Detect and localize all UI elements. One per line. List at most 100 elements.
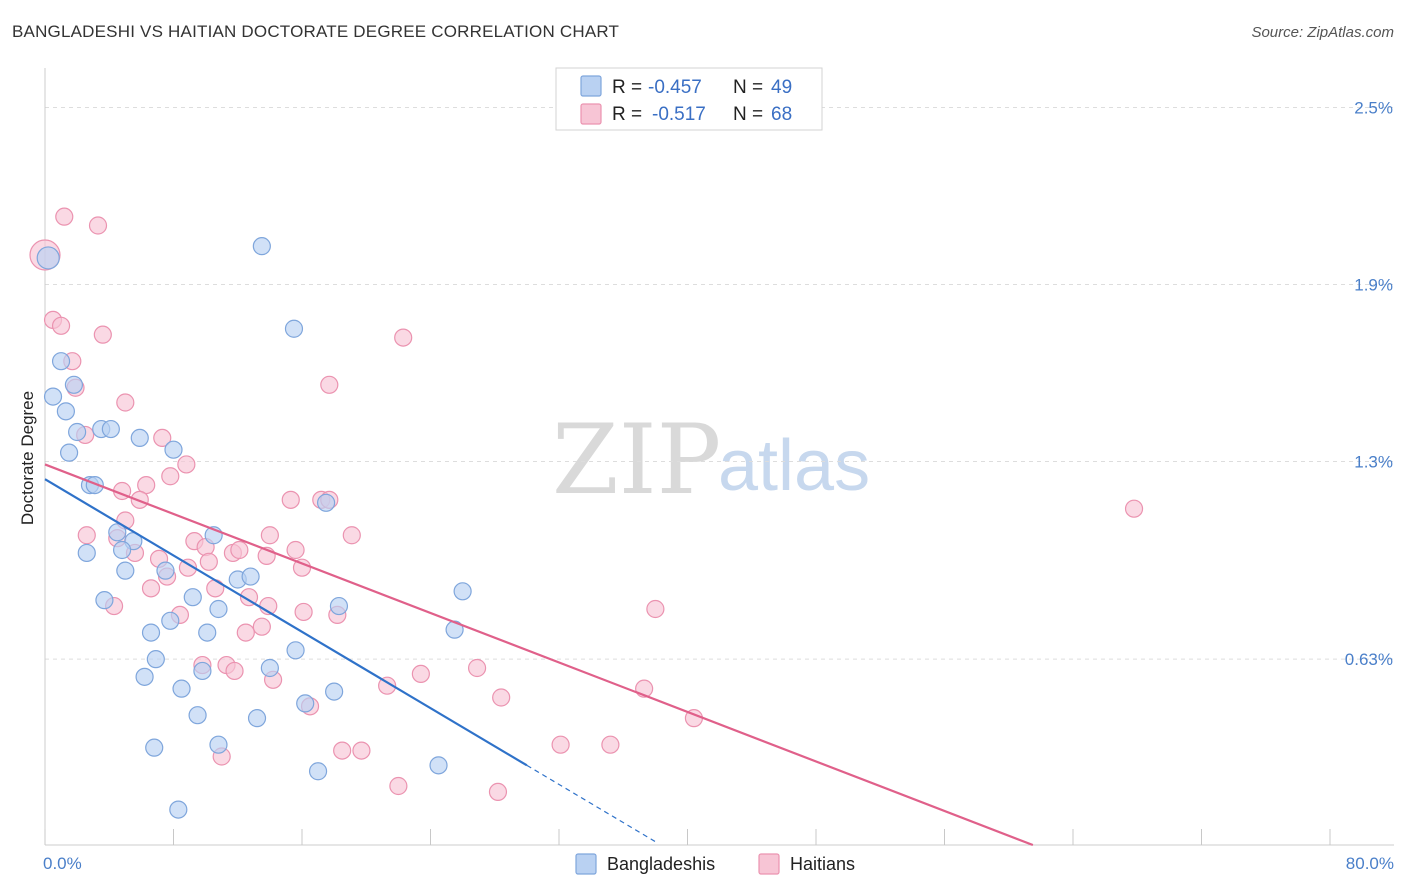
x-tick-label-max: 80.0% [1346, 854, 1394, 873]
point-bangladeshi [141, 623, 161, 642]
point-bangladeshi [169, 800, 188, 819]
point-bangladeshi [308, 762, 328, 781]
point-bangladeshi [429, 756, 448, 775]
point-bangladeshi [59, 443, 79, 462]
watermark-zip: ZIP [552, 404, 721, 516]
watermark-atlas: atlas [718, 426, 870, 506]
point-haitian [77, 526, 96, 545]
point-bangladeshi [164, 440, 183, 459]
source-label: Source: ZipAtlas.com [1251, 24, 1394, 41]
point-haitian [161, 467, 180, 486]
point-bangladeshi [172, 679, 191, 698]
point-bangladeshi [209, 735, 228, 754]
legend-r-value-bangladeshis: -0.457 [648, 77, 702, 98]
point-bangladeshi [252, 237, 271, 256]
point-haitian [281, 490, 300, 509]
legend: R = -0.457 N = 49 R = -0.517 N = 68 [555, 67, 823, 131]
point-bangladeshi [260, 658, 279, 678]
point-haitian [389, 776, 408, 796]
y-tick-label: 1.9% [1354, 276, 1393, 295]
point-haitian [236, 623, 255, 642]
legend-r-label-bangladeshis: R = [612, 77, 642, 98]
point-bangladeshi [56, 402, 75, 421]
point-bangladeshi [51, 352, 71, 371]
point-haitian [230, 540, 249, 560]
y-tick-label: 0.63% [1345, 650, 1393, 669]
point-haitian [488, 782, 508, 802]
point-haitian [333, 741, 352, 760]
point-bangladeshi [64, 375, 84, 394]
point-haitian [411, 664, 430, 684]
point-bangladeshi [183, 588, 202, 607]
point-bangladeshi [453, 582, 472, 601]
point-bangladeshi [77, 543, 96, 563]
bottom-legend: Bangladeshis Haitians [575, 853, 855, 875]
trend-line-bangladeshis [44, 478, 528, 767]
point-haitian [93, 325, 112, 344]
trend-lines [44, 463, 1034, 847]
y-axis-label: Doctorate Degree [18, 391, 37, 525]
legend-swatch-bangladeshis [580, 75, 602, 97]
point-bangladeshi [36, 246, 60, 270]
point-bangladeshi [241, 567, 260, 586]
point-haitian [260, 526, 279, 545]
point-haitian [51, 316, 71, 335]
legend-r-value-haitians: -0.517 [652, 104, 706, 125]
point-haitian [551, 735, 570, 754]
point-bangladeshi [284, 319, 304, 338]
point-haitian [378, 676, 397, 695]
point-bangladeshi [116, 561, 135, 580]
point-bangladeshi [188, 706, 207, 725]
point-bangladeshi [135, 667, 154, 686]
point-haitian [320, 375, 339, 394]
legend-swatch-haitians [580, 103, 602, 125]
point-bangladeshi [43, 387, 63, 406]
point-haitian [177, 455, 196, 474]
bottom-legend-label-bangladeshis: Bangladeshis [607, 854, 715, 874]
point-bangladeshi [247, 709, 267, 728]
legend-r-label-haitians: R = [612, 104, 642, 125]
point-bangladeshi [329, 596, 349, 616]
point-haitian [492, 688, 511, 707]
point-bangladeshi [130, 428, 149, 447]
point-bangladeshi [145, 738, 164, 757]
point-bangladeshi [198, 623, 217, 642]
point-bangladeshi [95, 591, 114, 610]
point-haitian [601, 735, 620, 754]
point-bangladeshi [146, 650, 165, 669]
point-haitian [294, 602, 313, 622]
x-tick-label-min: 0.0% [43, 854, 82, 873]
point-bangladeshi [325, 682, 344, 701]
series-bangladeshis [36, 237, 472, 819]
legend-n-label-haitians: N = [733, 104, 763, 125]
y-tick-label: 2.5% [1354, 99, 1393, 118]
point-bangladeshi [296, 694, 315, 713]
y-tick-label: 1.3% [1354, 453, 1393, 472]
point-bangladeshi [156, 561, 175, 580]
point-bangladeshi [68, 422, 87, 442]
point-haitian [467, 658, 487, 678]
legend-n-value-haitians: 68 [771, 104, 792, 125]
point-haitian [178, 558, 198, 577]
point-haitian [206, 579, 225, 598]
point-haitian [153, 428, 172, 447]
point-bangladeshi [108, 523, 127, 542]
point-haitian [1124, 499, 1144, 518]
point-haitian [239, 588, 259, 607]
point-haitian [286, 540, 305, 560]
bottom-legend-swatch-haitians [758, 853, 780, 875]
point-bangladeshi [316, 493, 336, 512]
point-bangladeshi [161, 611, 180, 630]
point-haitian [352, 741, 371, 760]
point-bangladeshi [101, 419, 120, 439]
point-bangladeshi [112, 540, 132, 560]
point-haitian [394, 328, 413, 347]
point-haitian [141, 579, 161, 598]
axes [44, 68, 1394, 846]
point-haitian [225, 661, 244, 681]
point-bangladeshi [209, 599, 228, 619]
trend-line-haitians [44, 463, 1034, 847]
legend-n-value-bangladeshis: 49 [771, 77, 792, 98]
bottom-legend-swatch-bangladeshis [575, 853, 597, 875]
